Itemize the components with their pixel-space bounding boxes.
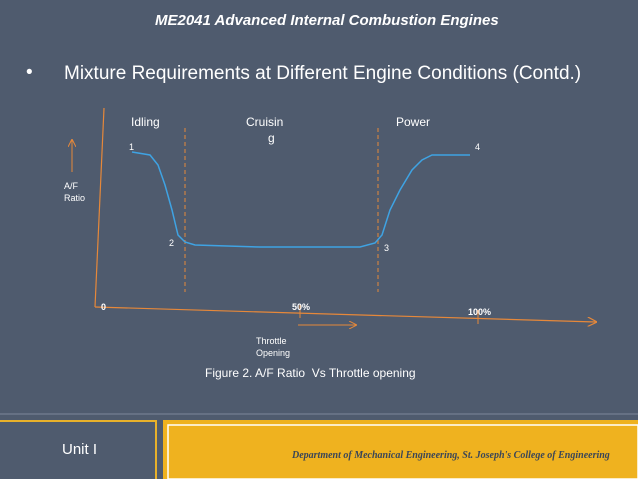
region-label: g [268, 131, 275, 145]
bullet-text: Mixture Requirements at Different Engine… [64, 63, 582, 84]
region-label: Idling [131, 115, 160, 129]
figure-caption: Figure 2. A/F Ratio Vs Throttle opening [205, 366, 416, 380]
region-label: Power [396, 115, 431, 129]
region-label: Cruisin [246, 115, 284, 129]
footer-border [167, 424, 638, 479]
point-label: 1 [129, 142, 135, 152]
bullet-dot: • [26, 62, 33, 83]
y-axis [94, 107, 105, 308]
x-label: Throttle Opening [256, 336, 291, 358]
department: Department of Mechanical Engineering, St… [292, 450, 610, 461]
unit-box [0, 420, 157, 479]
x-axis [94, 306, 596, 322]
x-tick-label: 100% [468, 307, 492, 317]
footer-box [163, 420, 638, 479]
x-tick-label: 50% [292, 302, 311, 312]
point-label: 3 [384, 243, 390, 253]
x-tick-label: 0 [101, 302, 107, 312]
unit-label: Unit I [62, 441, 98, 458]
point-label: 2 [169, 238, 175, 248]
point-label: 4 [475, 142, 481, 152]
slide-title: ME2041 Advanced Internal Combustion Engi… [155, 12, 499, 29]
y-label: A/F Ratio [64, 181, 86, 203]
af-curve [131, 151, 470, 248]
